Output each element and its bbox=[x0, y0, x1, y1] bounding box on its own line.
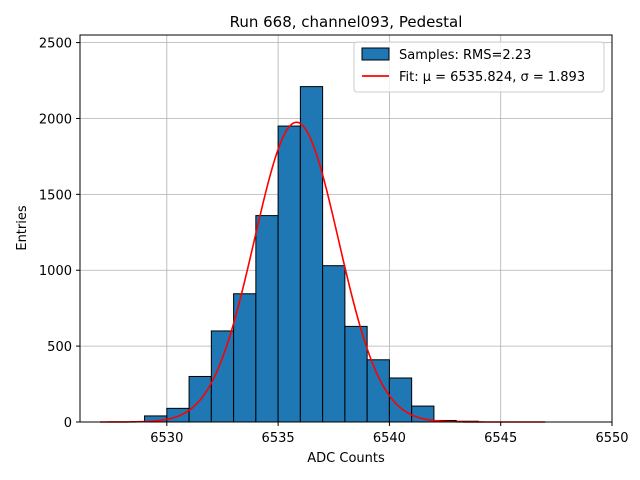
y-axis-ticks: 0 500 1000 1500 2000 2500 bbox=[39, 37, 80, 431]
legend-histogram-label: Samples: RMS=2.23 bbox=[399, 48, 531, 63]
plot-frame bbox=[79, 34, 613, 423]
histogram-bar bbox=[299, 86, 324, 423]
y-axis-label: Entries bbox=[15, 205, 30, 251]
x-tick-label: 6535 bbox=[262, 431, 295, 446]
y-tick-label: 2000 bbox=[39, 112, 72, 127]
histogram-bar bbox=[255, 215, 279, 423]
y-tick-label: 2500 bbox=[39, 37, 72, 52]
y-tick-label: 500 bbox=[47, 340, 72, 355]
x-tick-label: 6530 bbox=[150, 431, 183, 446]
x-axis-ticks: 6530 6535 6540 6545 6550 bbox=[150, 422, 629, 446]
histogram-bar bbox=[166, 407, 190, 423]
legend: Samples: RMS=2.23 Fit: μ = 6535.824, σ =… bbox=[353, 41, 605, 93]
legend-box bbox=[353, 41, 605, 93]
chart-title: Run 668, channel093, Pedestal bbox=[230, 13, 463, 31]
legend-fit-label: Fit: μ = 6535.824, σ = 1.893 bbox=[399, 70, 585, 85]
y-tick-label: 0 bbox=[64, 416, 72, 431]
histogram-bars bbox=[144, 86, 479, 423]
x-tick-label: 6550 bbox=[595, 431, 628, 446]
histogram-bar bbox=[277, 125, 301, 423]
x-tick-label: 6540 bbox=[373, 431, 406, 446]
x-tick-label: 6545 bbox=[484, 431, 517, 446]
x-axis-label: ADC Counts bbox=[307, 451, 385, 466]
y-tick-label: 1500 bbox=[39, 188, 72, 203]
legend-histogram-swatch bbox=[361, 47, 390, 61]
y-tick-label: 1000 bbox=[39, 264, 72, 279]
histogram-bar bbox=[322, 265, 346, 423]
